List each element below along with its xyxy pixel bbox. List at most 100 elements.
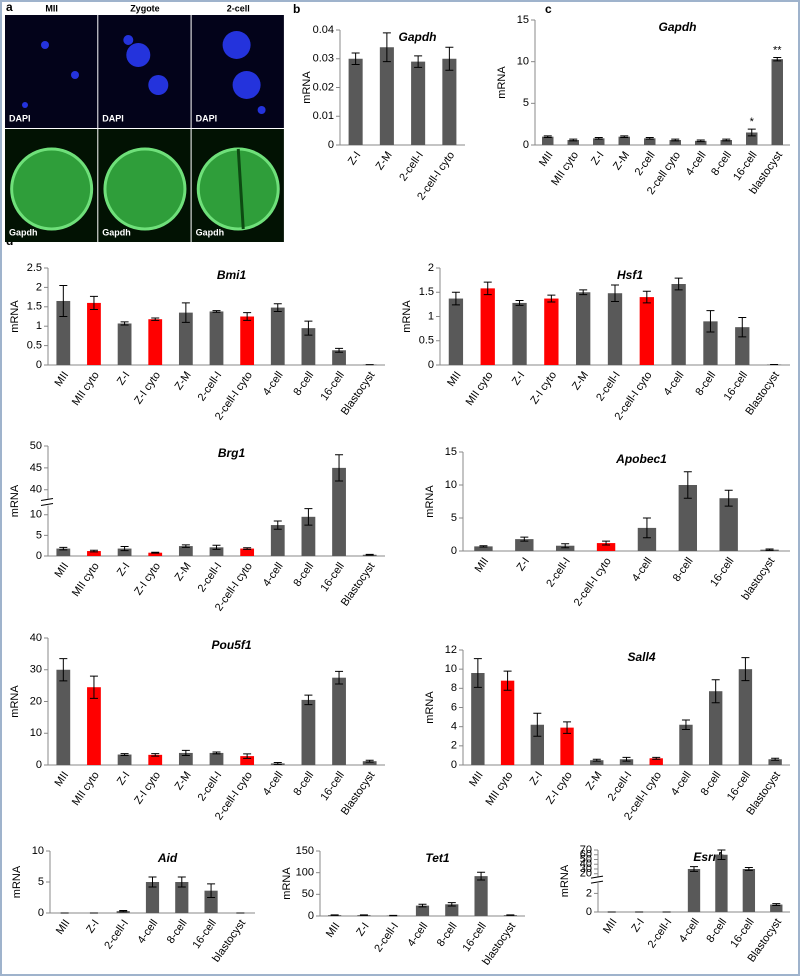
bar (379, 47, 394, 145)
error-bar (212, 310, 221, 313)
error-bar (181, 544, 190, 548)
error-bar (304, 320, 313, 336)
error-bar (765, 548, 774, 551)
y-tick-label: 0.01 (313, 110, 334, 122)
y-tick-label: 5 (523, 97, 529, 109)
error-bar (690, 866, 698, 872)
bar (555, 545, 575, 551)
significance: * (750, 116, 755, 128)
micrograph (98, 15, 191, 128)
bar (87, 302, 101, 365)
bar (209, 311, 224, 365)
y-tick-label: 0 (451, 545, 457, 557)
error-bar (569, 138, 578, 142)
chart-title: Brg1 (218, 446, 246, 460)
y-tick-label: 5 (451, 512, 457, 524)
bar (770, 904, 783, 912)
y-tick-label: 8 (451, 682, 457, 694)
error-bar (418, 903, 427, 908)
y-tick-label: 0 (36, 759, 42, 771)
bar (708, 691, 723, 765)
bar (596, 543, 616, 551)
error-bar (243, 547, 252, 550)
bar (362, 761, 377, 765)
bar (332, 467, 346, 556)
error-bar (771, 757, 780, 761)
micrograph (5, 15, 98, 128)
bar (240, 756, 255, 765)
bar (411, 61, 426, 145)
y-tick-label: 10 (445, 663, 457, 675)
stain-label: Gapdh (102, 227, 131, 237)
y-axis-label: mRNA (496, 66, 508, 99)
bar (715, 854, 728, 912)
bar (679, 724, 693, 765)
error-bar (477, 871, 486, 881)
bar (442, 58, 457, 145)
bar (332, 350, 346, 365)
y-axis-label: mRNA (301, 71, 313, 104)
error-bar (445, 46, 454, 71)
error-bar (243, 312, 252, 321)
bar (619, 759, 634, 765)
axis-break-gap (43, 499, 53, 506)
error-bar (273, 303, 282, 312)
y-tick-label: 2 (451, 740, 457, 752)
y-tick-label: 15 (517, 14, 529, 26)
error-bar (89, 675, 98, 699)
y-tick-label: 5 (36, 529, 42, 541)
error-bar (520, 536, 529, 542)
error-bar (89, 295, 98, 311)
column-header: 2-cell (227, 3, 250, 13)
error-bar (652, 756, 661, 760)
bar (678, 485, 698, 551)
bar (530, 724, 545, 765)
error-bar (273, 520, 282, 530)
bar (695, 140, 707, 145)
bar (720, 140, 732, 145)
bar (56, 548, 71, 556)
error-bar (335, 670, 344, 685)
y-tick-label: 5 (38, 876, 44, 888)
error-bar (671, 138, 680, 142)
y-axis-label: mRNA (9, 685, 21, 718)
bar (671, 284, 686, 365)
y-tick-label: 12 (445, 644, 457, 656)
error-bar (696, 139, 705, 143)
bar (474, 546, 493, 551)
error-bar (681, 719, 690, 731)
bar (301, 328, 316, 365)
error-bar (738, 316, 747, 338)
chart-title: Hsf1 (617, 268, 643, 282)
y-tick-label: 0 (586, 906, 592, 918)
error-bar (741, 657, 750, 682)
error-bar (483, 281, 492, 296)
nucleus (232, 71, 261, 99)
error-bar (533, 712, 542, 737)
bar (618, 136, 630, 145)
bar (542, 136, 554, 145)
bar (117, 323, 132, 365)
bar (301, 516, 316, 556)
error-bar (773, 57, 782, 62)
bar (270, 525, 285, 556)
chart-title: Apobec1 (615, 452, 667, 466)
error-bar (594, 137, 603, 140)
error-bar (561, 543, 570, 549)
nucleus (123, 35, 134, 45)
error-bar (365, 759, 374, 763)
error-bar (382, 32, 391, 63)
y-tick-label: 100 (296, 867, 314, 879)
stain-label: DAPI (102, 113, 124, 123)
error-bar (683, 471, 692, 499)
error-bar (620, 135, 629, 138)
bar (87, 687, 101, 765)
y-axis-label: mRNA (9, 484, 21, 517)
bar (240, 316, 255, 365)
bar (209, 752, 224, 765)
error-bar (592, 758, 601, 762)
chart-title: Gapdh (659, 20, 697, 34)
error-bar (543, 135, 552, 138)
nucleus (41, 41, 49, 49)
y-tick-label: 0 (36, 550, 42, 562)
